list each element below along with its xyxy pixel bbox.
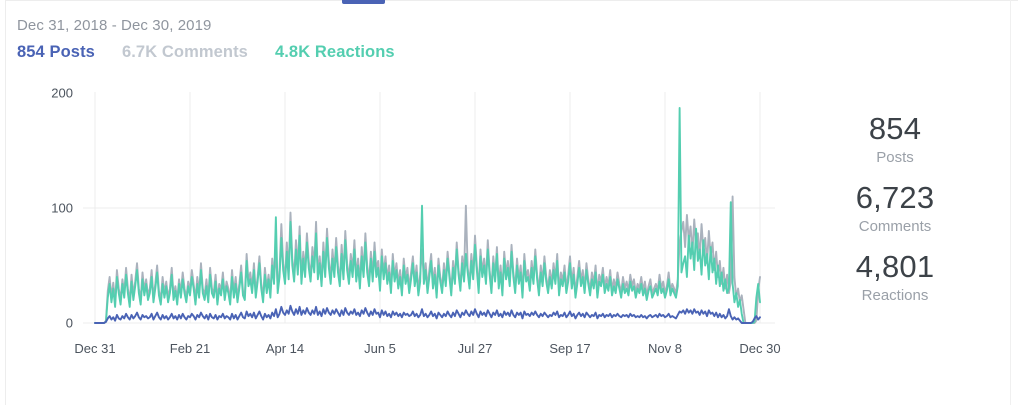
stat-reactions-value: 4,801 (855, 249, 935, 285)
active-tab-indicator[interactable] (342, 0, 385, 4)
stat-comments: 6,723 Comments (790, 180, 1000, 236)
svg-text:Jul 27: Jul 27 (458, 341, 493, 356)
svg-text:Apr 14: Apr 14 (266, 341, 304, 356)
stat-posts: 854 Posts (790, 111, 1000, 167)
legend-item-posts[interactable]: 854 Posts (17, 43, 95, 61)
svg-text:200: 200 (51, 86, 73, 101)
date-range-label: Dec 31, 2018 - Dec 30, 2019 (17, 17, 212, 34)
svg-text:Feb 21: Feb 21 (170, 341, 210, 356)
legend-item-reactions[interactable]: 4.8K Reactions (274, 43, 395, 61)
svg-text:Jun 5: Jun 5 (364, 341, 396, 356)
panel-left-border (5, 0, 6, 405)
stat-comments-label: Comments (858, 217, 932, 235)
svg-text:Dec 30: Dec 30 (739, 341, 780, 356)
svg-text:0: 0 (66, 316, 73, 331)
stat-posts-label: Posts (876, 148, 914, 166)
legend-item-comments[interactable]: 6.7K Comments (121, 43, 248, 61)
stat-reactions-label: Reactions (861, 287, 929, 305)
chart-area[interactable]: 0 100 200 Dec 31 Feb 21 Apr 14 Jun 5 Jul 27 Sep… (0, 78, 800, 363)
stat-comments-value: 6,723 (855, 180, 935, 216)
y-axis-labels: 0 100 200 (51, 86, 73, 331)
summary-stats: 854 Posts 6,723 Comments 4,801 Reactions (790, 111, 1000, 306)
svg-text:100: 100 (51, 201, 73, 216)
svg-text:Sep 17: Sep 17 (549, 341, 590, 356)
panel-right-divider (1010, 0, 1011, 405)
svg-text:Nov 8: Nov 8 (648, 341, 682, 356)
svg-text:Dec 31: Dec 31 (74, 341, 115, 356)
panel-top-border (6, 0, 1018, 1)
x-axis-labels: Dec 31 Feb 21 Apr 14 Jun 5 Jul 27 Sep 17 Nov 8… (74, 341, 780, 356)
chart-legend: 854 Posts 6.7K Comments 4.8K Reactions (17, 43, 395, 62)
stat-reactions: 4,801 Reactions (790, 250, 1000, 305)
activity-line-chart[interactable]: 0 100 200 Dec 31 Feb 21 Apr 14 Jun 5 Jul 27 Sep… (0, 78, 800, 363)
chart-header: Dec 31, 2018 - Dec 30, 2019 854 Posts 6.… (17, 17, 395, 62)
chart-series-layer (94, 107, 761, 324)
stat-posts-value: 854 (868, 111, 922, 146)
